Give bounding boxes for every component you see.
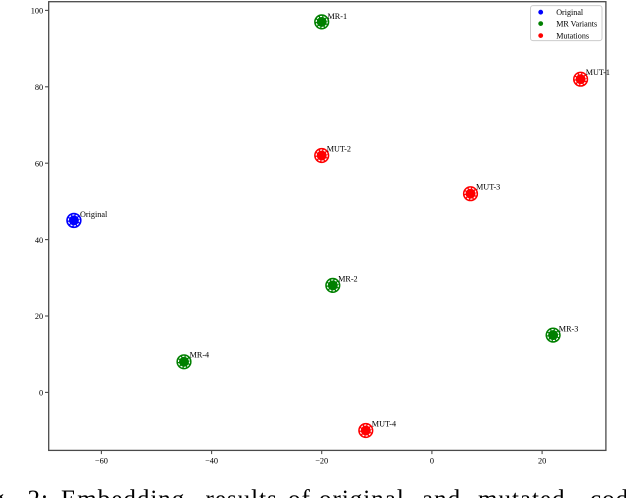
svg-text:MR-2: MR-2 [338, 275, 358, 284]
svg-text:MUT-4: MUT-4 [372, 420, 396, 429]
svg-text:mutated: mutated [478, 486, 566, 498]
svg-text:100: 100 [31, 7, 43, 16]
svg-text:0: 0 [430, 456, 434, 465]
svg-text:MR-4: MR-4 [190, 350, 210, 359]
svg-text:code: code [590, 486, 626, 498]
svg-text:−40: −40 [205, 456, 218, 465]
svg-text:MR-3: MR-3 [559, 325, 579, 334]
svg-text:Original: Original [80, 210, 108, 219]
svg-text:MUT-2: MUT-2 [327, 145, 351, 154]
svg-text:MR Variants: MR Variants [556, 19, 597, 28]
svg-text:original: original [319, 486, 405, 498]
svg-text:80: 80 [35, 83, 43, 92]
svg-text:MUT-3: MUT-3 [476, 182, 500, 191]
svg-text:60: 60 [35, 159, 43, 168]
svg-text:−20: −20 [315, 456, 328, 465]
svg-text:and: and [422, 486, 461, 498]
svg-text:results: results [206, 486, 278, 498]
svg-text:of: of [288, 486, 311, 498]
svg-text:Mutations: Mutations [556, 31, 589, 40]
svg-text:20: 20 [538, 456, 546, 465]
svg-text:20: 20 [35, 312, 43, 321]
svg-text:MR-1: MR-1 [328, 12, 348, 21]
svg-text:Embedding: Embedding [61, 486, 185, 498]
svg-text:Fig.: Fig. [0, 486, 13, 498]
svg-text:Original: Original [556, 8, 584, 17]
svg-text:40: 40 [35, 236, 43, 245]
svg-text:0: 0 [39, 389, 43, 398]
svg-text:2:: 2: [28, 486, 49, 498]
svg-text:−60: −60 [95, 456, 108, 465]
svg-text:MUT-1: MUT-1 [586, 68, 610, 77]
